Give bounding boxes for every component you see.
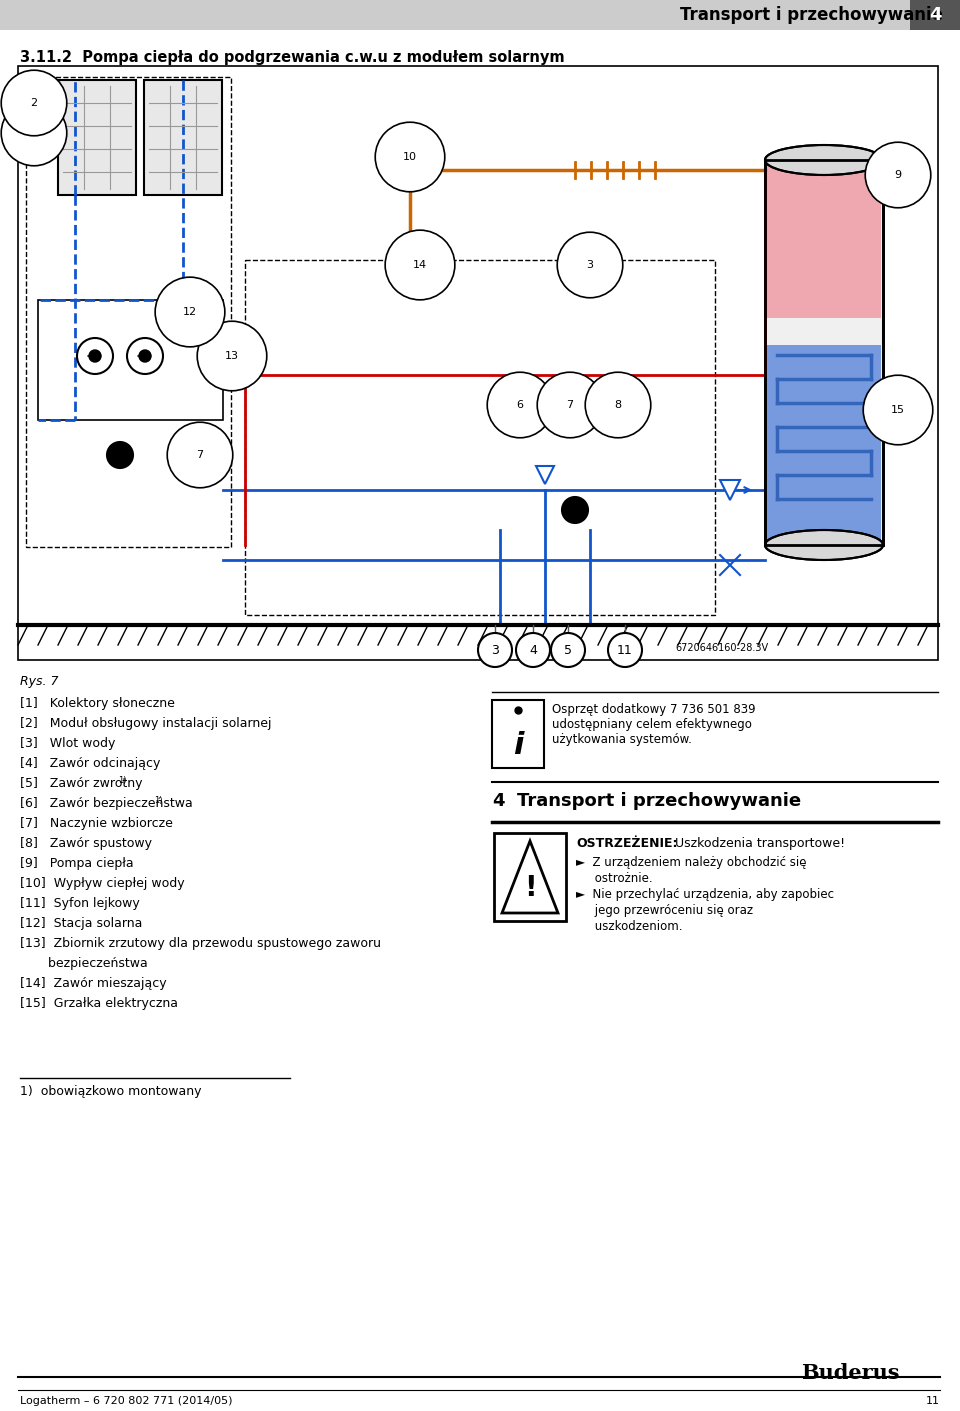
Circle shape bbox=[127, 339, 163, 374]
Circle shape bbox=[77, 339, 113, 374]
Circle shape bbox=[139, 350, 151, 363]
Circle shape bbox=[89, 350, 101, 363]
Text: 6: 6 bbox=[516, 399, 523, 411]
Circle shape bbox=[608, 634, 642, 667]
Circle shape bbox=[478, 634, 512, 667]
Text: 1): 1) bbox=[118, 776, 127, 785]
Text: 9: 9 bbox=[895, 169, 901, 181]
Text: Transport i przechowywanie: Transport i przechowywanie bbox=[680, 6, 943, 24]
Text: 8: 8 bbox=[614, 399, 621, 411]
FancyBboxPatch shape bbox=[492, 700, 544, 768]
Text: [1]   Kolektory słoneczne: [1] Kolektory słoneczne bbox=[20, 697, 175, 710]
Text: 7: 7 bbox=[566, 399, 573, 411]
Text: 5: 5 bbox=[564, 643, 572, 656]
Text: [5]   Zawór zwrotny: [5] Zawór zwrotny bbox=[20, 777, 142, 790]
Text: Logatherm – 6 720 802 771 (2014/05): Logatherm – 6 720 802 771 (2014/05) bbox=[20, 1395, 232, 1405]
FancyBboxPatch shape bbox=[765, 159, 883, 545]
Text: 1)  obowiązkowo montowany: 1) obowiązkowo montowany bbox=[20, 1085, 202, 1098]
FancyBboxPatch shape bbox=[144, 80, 222, 195]
Circle shape bbox=[107, 442, 133, 468]
Text: ►  Z urządzeniem należy obchodzić się: ► Z urządzeniem należy obchodzić się bbox=[576, 856, 806, 869]
Circle shape bbox=[562, 497, 588, 523]
Polygon shape bbox=[502, 841, 558, 913]
Text: !: ! bbox=[524, 873, 537, 902]
Text: Buderus: Buderus bbox=[802, 1363, 900, 1383]
Text: [14]  Zawór mieszający: [14] Zawór mieszający bbox=[20, 976, 167, 991]
Text: Osprzęt dodatkowy 7 736 501 839: Osprzęt dodatkowy 7 736 501 839 bbox=[552, 703, 756, 715]
Text: [10]  Wypływ ciepłej wody: [10] Wypływ ciepłej wody bbox=[20, 878, 184, 890]
Text: 3: 3 bbox=[492, 643, 499, 656]
FancyBboxPatch shape bbox=[767, 164, 881, 317]
Text: Rys. 7: Rys. 7 bbox=[20, 674, 59, 689]
Text: jego przewróceniu się oraz: jego przewróceniu się oraz bbox=[576, 904, 754, 917]
Text: [6]   Zawór bezpieczeństwa: [6] Zawór bezpieczeństwa bbox=[20, 797, 193, 810]
Text: i: i bbox=[513, 731, 523, 761]
FancyBboxPatch shape bbox=[18, 66, 938, 660]
Text: 1): 1) bbox=[154, 796, 162, 806]
FancyBboxPatch shape bbox=[910, 0, 960, 30]
Text: 4: 4 bbox=[492, 792, 505, 810]
Text: 3.11.2  Pompa ciepła do podgrzewania c.w.u z modułem solarnym: 3.11.2 Pompa ciepła do podgrzewania c.w.… bbox=[20, 49, 564, 65]
Text: 4: 4 bbox=[928, 6, 941, 24]
Text: udostępniany celem efektywnego: udostępniany celem efektywnego bbox=[552, 718, 752, 731]
FancyBboxPatch shape bbox=[0, 0, 960, 30]
FancyBboxPatch shape bbox=[38, 301, 223, 420]
Text: OSTRZEŻENIE:: OSTRZEŻENIE: bbox=[576, 837, 678, 849]
Text: 15: 15 bbox=[891, 405, 905, 415]
Text: bezpieczeństwa: bezpieczeństwa bbox=[20, 957, 148, 969]
Text: uszkodzeniom.: uszkodzeniom. bbox=[576, 920, 683, 933]
Text: 11: 11 bbox=[926, 1395, 940, 1405]
Text: [13]  Zbiornik zrzutowy dla przewodu spustowego zaworu: [13] Zbiornik zrzutowy dla przewodu spus… bbox=[20, 937, 381, 950]
Ellipse shape bbox=[765, 531, 883, 560]
Text: 6720646160-28.3V: 6720646160-28.3V bbox=[675, 643, 768, 653]
Text: 10: 10 bbox=[403, 152, 417, 162]
FancyBboxPatch shape bbox=[767, 346, 881, 545]
Text: [2]   Moduł obsługowy instalacji solarnej: [2] Moduł obsługowy instalacji solarnej bbox=[20, 717, 272, 729]
FancyBboxPatch shape bbox=[58, 80, 136, 195]
Text: 14: 14 bbox=[413, 260, 427, 270]
Text: [11]  Syfon lejkowy: [11] Syfon lejkowy bbox=[20, 897, 140, 910]
Text: [15]  Grzałka elektryczna: [15] Grzałka elektryczna bbox=[20, 998, 178, 1010]
Text: [9]   Pompa ciepła: [9] Pompa ciepła bbox=[20, 856, 133, 871]
Ellipse shape bbox=[765, 145, 883, 175]
Text: [7]   Naczynie wzbiorcze: [7] Naczynie wzbiorcze bbox=[20, 817, 173, 830]
Text: 7: 7 bbox=[197, 450, 204, 460]
Text: 1: 1 bbox=[31, 128, 37, 138]
Text: [4]   Zawór odcinający: [4] Zawór odcinający bbox=[20, 756, 160, 770]
Text: użytkowania systemów.: użytkowania systemów. bbox=[552, 732, 692, 746]
Circle shape bbox=[551, 634, 585, 667]
Text: 3: 3 bbox=[587, 260, 593, 270]
Text: 4: 4 bbox=[529, 643, 537, 656]
Text: 11: 11 bbox=[617, 643, 633, 656]
Text: [12]  Stacja solarna: [12] Stacja solarna bbox=[20, 917, 142, 930]
Circle shape bbox=[516, 634, 550, 667]
Text: 2: 2 bbox=[31, 97, 37, 109]
Text: ►  Nie przechylać urządzenia, aby zapobiec: ► Nie przechylać urządzenia, aby zapobie… bbox=[576, 888, 834, 902]
Polygon shape bbox=[536, 466, 554, 484]
Text: ostrożnie.: ostrożnie. bbox=[576, 872, 653, 885]
Text: 12: 12 bbox=[183, 308, 197, 317]
Text: 13: 13 bbox=[225, 351, 239, 361]
Text: Transport i przechowywanie: Transport i przechowywanie bbox=[517, 792, 802, 810]
Text: Uszkodzenia transportowe!: Uszkodzenia transportowe! bbox=[671, 837, 845, 849]
FancyBboxPatch shape bbox=[494, 832, 566, 921]
Polygon shape bbox=[720, 480, 740, 499]
Text: [3]   Wlot wody: [3] Wlot wody bbox=[20, 737, 115, 751]
Text: [8]   Zawór spustowy: [8] Zawór spustowy bbox=[20, 837, 152, 849]
